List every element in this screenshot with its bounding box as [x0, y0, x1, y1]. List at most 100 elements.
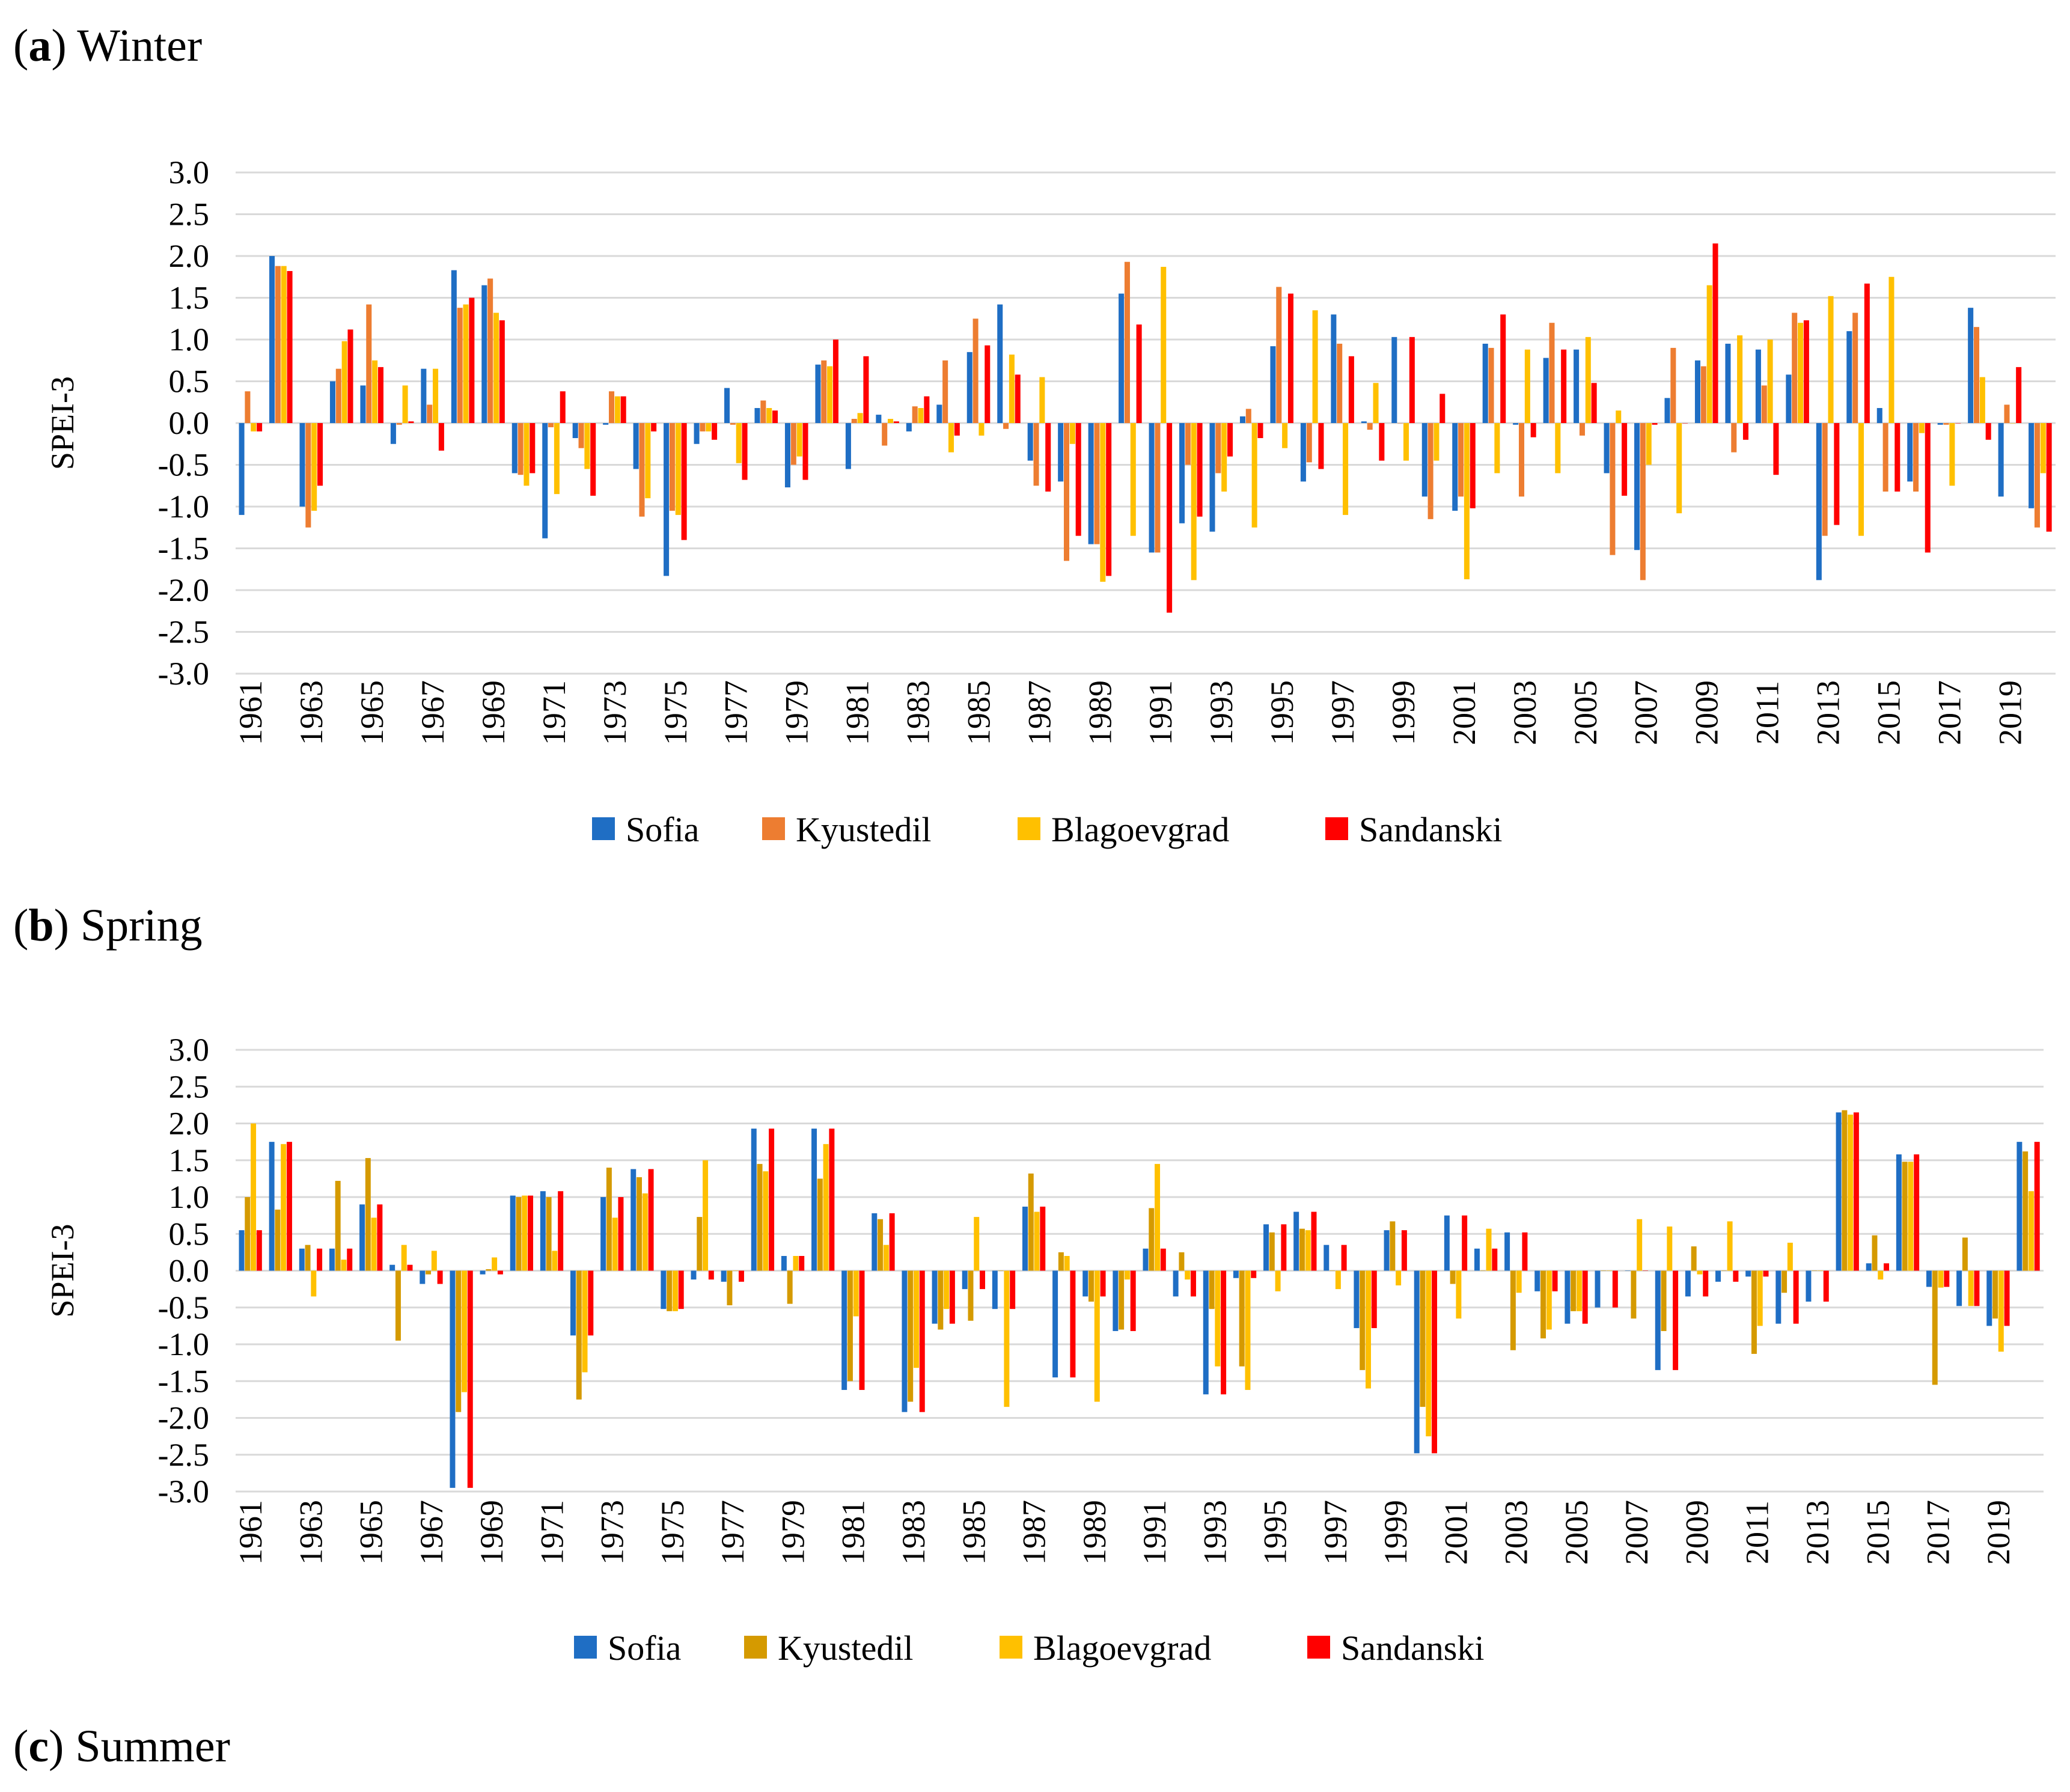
x-tick-label: 1985	[956, 1500, 992, 1565]
x-tick-label: 2001	[1446, 680, 1482, 745]
bar-sandanski-1993	[1221, 1270, 1227, 1395]
x-tick-label: 1991	[1143, 680, 1179, 745]
x-tick-label: 2001	[1438, 1500, 1474, 1565]
bar-sandanski-1971	[558, 1191, 564, 1271]
bar-sandanski-2017	[1955, 423, 1961, 424]
bar-kyustedil-2012	[1792, 312, 1798, 423]
bar-blagoevgrad-1996	[1312, 310, 1318, 423]
bar-sofia-2009	[1694, 360, 1700, 423]
bar-kyustedil-2001	[1450, 1270, 1456, 1284]
bar-blagoevgrad-1980	[823, 1144, 829, 1271]
bar-sofia-1986	[997, 304, 1003, 423]
y-tick-label: 1.0	[169, 322, 210, 358]
bar-sofia-1971	[542, 423, 548, 538]
chart-winter: 3.0 2.5 2.0 1.5 1.0 0.5 0.0 -0.5 -1.0 -1.5 -2.0 -2.…	[44, 154, 2056, 849]
bar-sofia-1974	[630, 1169, 637, 1271]
bar-sofia-2002	[1474, 1248, 1480, 1271]
bar-sofia-2002	[1482, 343, 1488, 423]
bar-sofia-1972	[572, 423, 578, 439]
bar-sofia-1994	[1239, 416, 1245, 423]
bar-blagoevgrad-1984	[944, 1270, 950, 1309]
bar-blagoevgrad-1982	[888, 419, 894, 423]
bar-blagoevgrad-1999	[1403, 423, 1409, 461]
bar-kyustedil-1963	[305, 423, 311, 528]
bar-sandanski-1981	[859, 1270, 865, 1390]
bar-sandanski-1975	[681, 423, 687, 540]
bar-kyustedil-1967	[427, 404, 433, 423]
bar-sofia-2005	[1574, 349, 1580, 423]
bar-sofia-1963	[299, 1248, 305, 1271]
bar-kyustedil-1993	[1215, 423, 1221, 474]
bar-blagoevgrad-1978	[766, 407, 772, 423]
bar-blagoevgrad-2012	[1798, 323, 1804, 423]
bar-sandanski-2009	[1703, 1270, 1709, 1297]
bar-blagoevgrad-2011	[1757, 1270, 1763, 1326]
x-tick-label: 1979	[779, 680, 815, 745]
bar-sandanski-1972	[588, 1270, 594, 1336]
bar-blagoevgrad-2002	[1486, 1228, 1492, 1271]
bar-sofia-1966	[389, 1264, 395, 1271]
bar-kyustedil-1962	[275, 1209, 281, 1271]
bar-kyustedil-1961	[245, 391, 251, 423]
bar-sofia-1970	[511, 423, 518, 474]
bar-sofia-2017	[1937, 423, 1943, 425]
bar-kyustedil-2011	[1761, 385, 1767, 423]
bar-blagoevgrad-1988	[1064, 1256, 1070, 1271]
bar-sofia-1976	[694, 423, 700, 444]
bar-kyustedil-1995	[1269, 1232, 1275, 1271]
legend-label-sofia: Sofia	[608, 1629, 681, 1668]
bar-sofia-1988	[1052, 1270, 1058, 1378]
bar-sandanski-1967	[437, 1270, 443, 1284]
bar-kyustedil-2014	[1852, 312, 1858, 423]
bar-sandanski-1996	[1318, 423, 1324, 469]
x-tick-label: 2005	[1559, 1500, 1595, 1565]
bar-kyustedil-1985	[968, 1270, 974, 1321]
bar-kyustedil-2004	[1540, 1270, 1546, 1339]
bar-blagoevgrad-2016	[1919, 423, 1925, 433]
x-tick-label: 1999	[1378, 1500, 1414, 1565]
bar-kyustedil-2009	[1700, 366, 1706, 423]
x-tick-label: 1961	[233, 1500, 269, 1565]
bar-sofia-2004	[1534, 1270, 1540, 1291]
bar-blagoevgrad-1967	[431, 1251, 437, 1271]
bar-kyustedil-2016	[1902, 1162, 1908, 1271]
bar-blagoevgrad-1963	[311, 423, 317, 511]
bar-sofia-2019	[1986, 1270, 1992, 1326]
bar-sofia-2014	[1846, 331, 1852, 423]
bar-blagoevgrad-1966	[401, 1245, 407, 1271]
bar-kyustedil-2012	[1781, 1270, 1788, 1293]
bar-kyustedil-1989	[1088, 1270, 1094, 1302]
bar-sofia-1987	[1022, 1206, 1028, 1271]
bar-kyustedil-2002	[1488, 347, 1494, 423]
bar-sofia-1979	[784, 423, 790, 488]
bar-kyustedil-2017	[1943, 423, 1949, 425]
bar-blagoevgrad-1975	[672, 1270, 678, 1311]
bar-sofia-1987	[1027, 423, 1033, 461]
bar-sofia-1996	[1293, 1211, 1299, 1271]
bar-kyustedil-1991	[1155, 423, 1161, 553]
bar-blagoevgrad-2002	[1494, 423, 1500, 474]
bar-sandanski-1967	[438, 423, 444, 451]
panel-title-summer: (c) Summer	[13, 1721, 230, 1772]
y-tick-label: -3.0	[158, 656, 209, 692]
bar-kyustedil-2020	[2023, 1151, 2029, 1271]
y-tick-label: 3.0	[169, 1032, 210, 1068]
y-axis-label: SPEI-3	[44, 376, 81, 470]
bar-sofia-2000	[1421, 423, 1427, 497]
bar-blagoevgrad-2009	[1697, 1270, 1703, 1275]
bar-sandanski-1989	[1106, 423, 1112, 576]
bar-blagoevgrad-1973	[614, 396, 620, 423]
x-tick-label: 1977	[715, 1500, 751, 1565]
bar-sofia-2015	[1866, 1263, 1872, 1271]
x-tick-label: 1961	[233, 680, 269, 745]
bar-sofia-2004	[1543, 358, 1549, 423]
bar-blagoevgrad-1997	[1343, 423, 1349, 515]
bar-sandanski-2000	[1432, 1270, 1438, 1454]
bar-kyustedil-2001	[1458, 423, 1464, 497]
bar-kyustedil-1974	[637, 1177, 642, 1271]
bar-blagoevgrad-2000	[1433, 423, 1440, 461]
bar-sofia-2000	[1414, 1270, 1420, 1454]
bar-kyustedil-1985	[972, 318, 979, 423]
bar-sofia-2008	[1655, 1270, 1661, 1370]
bar-sofia-1993	[1203, 1270, 1209, 1395]
